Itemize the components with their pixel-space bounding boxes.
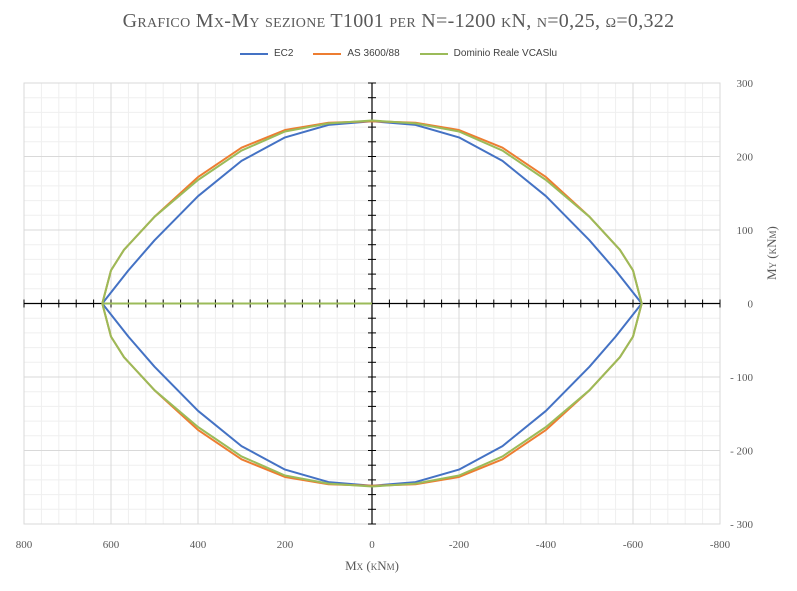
x-tick-label: 800	[16, 539, 33, 551]
legend: EC2 AS 3600/88 Dominio Reale VCASlu	[0, 48, 797, 59]
legend-item-as3600: AS 3600/88	[313, 48, 400, 59]
x-axis-label: Mx (kNm)	[345, 558, 399, 573]
y-tick-label: - 100	[730, 372, 753, 384]
x-tick-label: 0	[369, 539, 375, 551]
y-tick-label: 100	[737, 225, 754, 237]
y-axis-label: My (kNm)	[764, 226, 779, 280]
legend-label-as3600: AS 3600/88	[347, 48, 400, 59]
x-tick-label: 200	[277, 539, 294, 551]
x-tick-label: -800	[710, 539, 731, 551]
x-tick-label: 600	[103, 539, 120, 551]
y-tick-label: 200	[737, 152, 754, 164]
series-line-2	[101, 119, 643, 488]
legend-swatch-ec2	[239, 52, 268, 55]
x-tick-label: -600	[623, 539, 644, 551]
x-tick-label: -400	[536, 539, 557, 551]
y-tick-label: - 300	[730, 519, 753, 531]
x-tick-label: 400	[190, 539, 207, 551]
legend-label-ec2: EC2	[273, 48, 294, 59]
legend-item-ec2: EC2	[239, 48, 294, 59]
y-tick-label: 300	[737, 78, 754, 90]
chart-title: Grafico Mx-My sezione T1001 per N=-1200 …	[122, 10, 675, 32]
legend-item-vcaslu: Dominio Reale VCASlu	[419, 48, 558, 59]
legend-label-vcaslu: Dominio Reale VCASlu	[453, 48, 558, 59]
y-tick-label: - 200	[730, 446, 753, 458]
x-tick-label: -200	[449, 539, 470, 551]
y-tick-label: 0	[748, 299, 754, 311]
legend-swatch-vcaslu	[419, 52, 448, 55]
legend-swatch-as3600	[313, 52, 342, 55]
